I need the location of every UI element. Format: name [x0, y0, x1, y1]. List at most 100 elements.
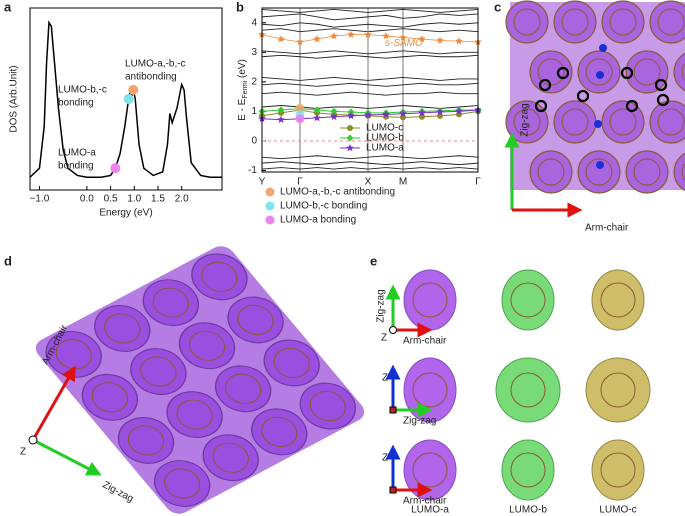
state-marker — [123, 94, 134, 104]
molecule-cage — [188, 330, 226, 361]
molecule — [601, 0, 645, 44]
band — [261, 105, 479, 109]
molecule — [81, 373, 139, 421]
legend-marker — [346, 134, 354, 142]
molecule — [251, 408, 308, 456]
axis-label: Arm-chair — [403, 336, 447, 347]
molecule-cage — [212, 442, 249, 473]
site-dot — [596, 71, 604, 79]
molecule — [263, 339, 320, 387]
point — [296, 37, 304, 46]
panel-label: d — [4, 253, 12, 268]
x-tick-label: Y — [259, 177, 266, 188]
band — [261, 54, 479, 59]
site-marker — [656, 93, 670, 107]
orbital — [403, 439, 457, 501]
legend-marker — [347, 125, 353, 131]
site-dot — [599, 44, 607, 52]
molecule-cage — [657, 8, 685, 36]
axis-label: Z — [20, 447, 26, 458]
molecule — [202, 434, 259, 482]
point — [436, 36, 444, 44]
x-tick-label: M — [399, 177, 407, 188]
molecule-cage — [163, 468, 201, 499]
samo-band — [261, 34, 479, 43]
point — [399, 109, 407, 118]
y-tick-label: 3 — [251, 47, 257, 58]
molecule — [130, 348, 187, 395]
molecule-cage — [224, 373, 262, 404]
site-marker — [620, 66, 634, 80]
molecule-cage — [309, 390, 346, 422]
axis-label: Zig-zag — [101, 479, 136, 504]
y-tick-label: 1 — [251, 106, 257, 117]
point — [436, 108, 444, 116]
annotation: bonding — [58, 98, 94, 109]
molecule-cage — [510, 372, 546, 408]
point — [330, 112, 338, 120]
point — [347, 111, 355, 120]
state-marker — [110, 163, 121, 174]
axis-origin — [28, 435, 38, 445]
column-label: LUMO-a — [411, 505, 449, 516]
band — [261, 167, 479, 170]
site-marker — [576, 89, 590, 103]
axis-label: Zig-zag — [403, 416, 436, 427]
axis-label: Zig-zag — [376, 289, 387, 322]
molecule — [117, 417, 175, 464]
y-tick-label: 2 — [251, 77, 257, 88]
x-tick-label: −1.0 — [30, 194, 50, 205]
site-dot — [596, 161, 604, 169]
axis-label: Arm-chair — [403, 496, 447, 507]
molecule — [577, 150, 621, 194]
molecule-cage — [510, 282, 546, 318]
annotation: bonding — [58, 161, 94, 172]
site-marker — [538, 78, 552, 92]
y-axis-label: E - EFermi (eV) — [237, 59, 249, 121]
point — [313, 35, 321, 43]
molecule — [142, 279, 200, 327]
axis-arrow — [32, 438, 102, 476]
orbital — [403, 269, 457, 331]
gamma-marker — [295, 114, 305, 124]
band — [261, 50, 478, 55]
molecule-cage — [513, 8, 541, 36]
molecule-cage — [600, 372, 636, 408]
molecule-cage — [561, 8, 589, 36]
molecule — [649, 0, 685, 44]
axis-label: Zig-zag — [520, 103, 531, 136]
y-tick-label: 4 — [251, 17, 257, 28]
point — [330, 32, 338, 40]
molecule-cage — [127, 425, 165, 456]
point — [399, 33, 407, 41]
legend-marker — [265, 187, 275, 197]
panel-label: e — [370, 253, 377, 268]
point — [455, 37, 463, 45]
point — [455, 107, 463, 115]
molecule — [553, 0, 597, 44]
point — [277, 115, 285, 123]
molecule-cage — [261, 416, 298, 447]
legend-label: LUMO-b,-c bonding — [280, 201, 367, 212]
site-marker — [534, 99, 548, 113]
molecule-cage — [561, 108, 589, 136]
molecule-cage — [585, 58, 613, 86]
annotation: LUMO-a,-b,-c — [125, 59, 186, 70]
orbital — [495, 357, 561, 423]
annotation: LUMO-b,-c — [58, 85, 107, 96]
legend-label: LUMO-b — [366, 133, 404, 144]
band — [261, 28, 479, 33]
molecule — [45, 330, 102, 378]
x-tick-label: 0.5 — [104, 194, 118, 205]
molecule — [673, 152, 685, 192]
y-axis-label: DOS (Arb.Unit) — [9, 65, 20, 132]
molecule-cage — [600, 282, 636, 318]
legend-marker — [265, 215, 275, 225]
axis-origin — [389, 486, 397, 494]
orbital — [501, 269, 555, 331]
point — [418, 35, 426, 43]
point — [382, 110, 390, 118]
molecule-cage — [176, 399, 213, 430]
molecule-cage — [585, 158, 613, 186]
